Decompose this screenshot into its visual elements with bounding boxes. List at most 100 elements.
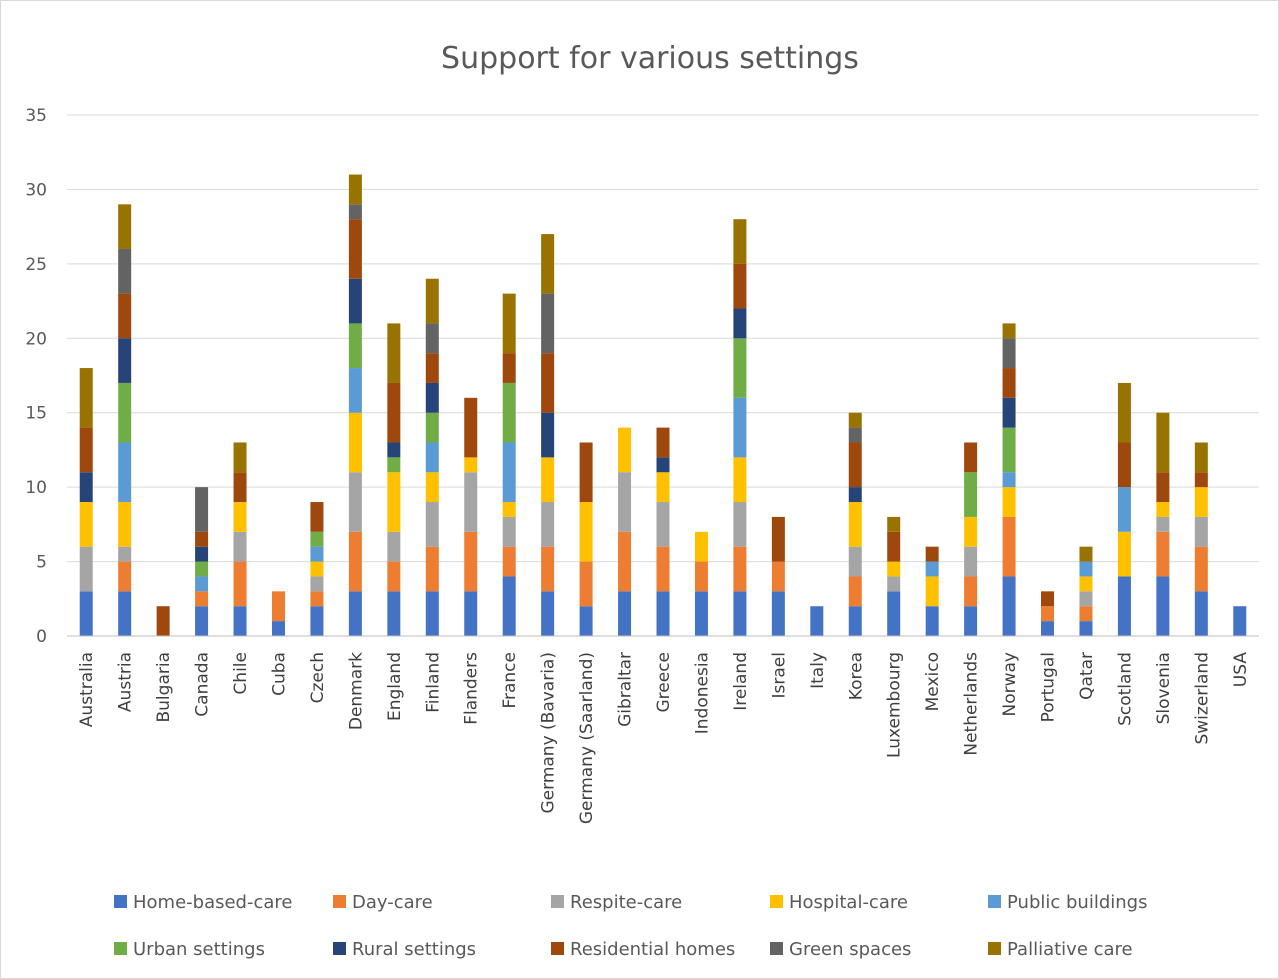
bar-segment <box>848 442 862 488</box>
bar-segment <box>310 591 324 607</box>
bar-segment <box>694 561 708 592</box>
bar-segment <box>233 442 247 473</box>
bar-segment <box>541 412 555 458</box>
bar-segment <box>425 546 439 592</box>
bar-segment <box>1002 472 1016 488</box>
bar-segment <box>118 293 132 339</box>
bar-segment <box>887 561 901 577</box>
bar-segment <box>848 546 862 577</box>
bar-segment <box>656 591 670 636</box>
x-tick-label: Mexico <box>923 652 943 711</box>
x-tick-label: Israel <box>769 652 789 698</box>
x-tick-label: Germany (Saarland) <box>577 652 597 824</box>
bar-segment <box>425 412 439 443</box>
bar-segment <box>79 427 93 473</box>
bar-segment <box>1079 591 1093 607</box>
bar-segment <box>887 516 901 532</box>
x-tick-label: Portugal <box>1039 652 1059 722</box>
bar-segment <box>618 472 632 532</box>
bar-segment <box>310 606 324 636</box>
x-tick-label: England <box>385 652 405 721</box>
bar-segment <box>656 502 670 547</box>
bar-segment <box>271 591 285 622</box>
bar-segment <box>118 546 132 562</box>
y-tick-label: 5 <box>36 553 47 573</box>
bar-segment <box>733 397 747 458</box>
bar-segment <box>502 293 516 354</box>
x-tick-label: Italy <box>808 652 828 689</box>
bar-segment <box>118 561 132 592</box>
bar-segment <box>1194 442 1208 473</box>
x-tick-label: Germany (Bavaria) <box>539 652 559 814</box>
bar-segment <box>348 591 362 636</box>
bar-segment <box>848 502 862 547</box>
bar-segment <box>733 591 747 636</box>
bar-segment <box>1002 576 1016 636</box>
bar-segment <box>1117 382 1131 443</box>
bar-segment <box>541 457 555 503</box>
bar-segment <box>387 382 401 443</box>
bar-segment <box>348 368 362 413</box>
x-tick-label: Chile <box>231 652 251 695</box>
bar-segment <box>348 412 362 473</box>
bar-segment <box>425 382 439 413</box>
bar-segment <box>848 576 862 607</box>
legend-swatch <box>333 895 346 908</box>
legend-swatch <box>988 895 1001 908</box>
bar-segment <box>1002 397 1016 428</box>
bar-segment <box>733 546 747 592</box>
bar-segment <box>348 219 362 279</box>
bar-segment <box>79 591 93 636</box>
x-tick-label: Canada <box>193 652 213 717</box>
bar-segment <box>1002 368 1016 398</box>
bar-segment <box>964 606 978 636</box>
bar-segment <box>1079 561 1093 577</box>
legend: Home-based-care Day-care Respite-care Hospi… <box>114 892 1147 960</box>
bar-segment <box>195 531 209 547</box>
bar-segment <box>848 606 862 636</box>
bar-segment <box>733 502 747 547</box>
bar-segment <box>579 561 593 607</box>
bar-segment <box>964 472 978 517</box>
legend-swatch <box>770 942 783 955</box>
x-tick-label: Denmark <box>346 652 366 730</box>
bar-segment <box>925 561 939 577</box>
legend-label: Residential homes <box>570 939 735 960</box>
bar-segment <box>541 546 555 592</box>
bar-segment <box>425 278 439 324</box>
x-tick-label: USA <box>1231 652 1251 688</box>
bar-segment <box>118 248 132 294</box>
bar-segment <box>195 606 209 636</box>
legend-label: Palliative care <box>1007 939 1133 960</box>
legend-item: Day-care <box>333 892 433 913</box>
bar-segment <box>925 576 939 607</box>
x-tick-label: Qatar <box>1077 652 1097 700</box>
bar-segment <box>1194 591 1208 636</box>
legend-label: Hospital-care <box>789 892 908 913</box>
bar-segment <box>1002 323 1016 339</box>
legend-label: Urban settings <box>133 939 265 960</box>
bar-segment <box>502 353 516 383</box>
bar-segment <box>348 531 362 592</box>
bar-segment <box>1079 621 1093 636</box>
bar-segment <box>502 502 516 517</box>
legend-label: Home-based-care <box>133 892 293 913</box>
bar-segment <box>656 457 670 473</box>
bar-segment <box>1156 472 1170 503</box>
bar-segment <box>1041 621 1055 636</box>
legend-item: Palliative care <box>988 939 1133 960</box>
bar-segment <box>887 576 901 592</box>
x-tick-label: Korea <box>846 652 866 700</box>
x-tick-label: Greece <box>654 652 674 713</box>
bar-segment <box>1117 442 1131 488</box>
legend-swatch <box>114 942 127 955</box>
bar-segment <box>1156 576 1170 636</box>
bar-segment <box>1002 487 1016 517</box>
bar-segment <box>1002 516 1016 577</box>
legend-item: Hospital-care <box>770 892 908 913</box>
legend-item: Urban settings <box>114 939 265 960</box>
bar-segment <box>964 546 978 577</box>
bar-segment <box>848 412 862 428</box>
bar-segment <box>118 338 132 383</box>
